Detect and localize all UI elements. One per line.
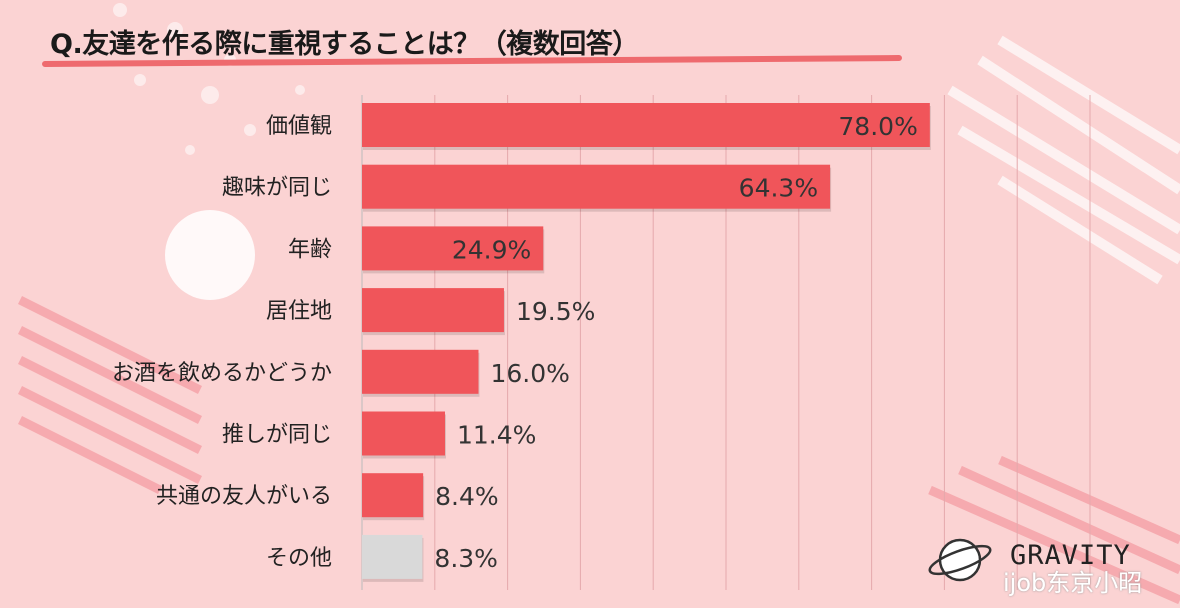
category-label: お酒を飲めるかどうか: [112, 361, 332, 386]
planet-icon: [928, 538, 992, 582]
value-label: 11.4%: [457, 421, 536, 450]
bar: [362, 288, 504, 333]
bar: [362, 473, 424, 518]
value-label: 19.5%: [516, 297, 595, 326]
bar: [362, 103, 930, 147]
value-label: 8.3%: [434, 544, 498, 573]
category-label: その他: [266, 546, 332, 571]
bar: [362, 349, 479, 394]
category-label: 推しが同じ: [222, 423, 332, 448]
bar: [362, 164, 831, 209]
category-label: 価値観: [266, 114, 332, 139]
value-label: 64.3%: [739, 174, 818, 203]
category-label: 居住地: [266, 299, 332, 324]
watermark: ijob东京小昭: [1003, 569, 1143, 597]
brand-logo-text: GRAVITY: [1010, 540, 1131, 571]
category-label: 年齢: [288, 237, 332, 262]
value-label: 78.0%: [838, 112, 917, 141]
bar: [362, 534, 423, 579]
category-label: 趣味が同じ: [222, 176, 332, 201]
bar: [362, 226, 544, 271]
value-label: 16.0%: [490, 359, 569, 388]
bar: [362, 411, 445, 456]
chart-title: Q.友達を作る際に重視することは？（複数回答）: [50, 29, 639, 60]
category-label: 共通の友人がいる: [156, 484, 332, 509]
value-label: 8.4%: [435, 482, 499, 511]
value-label: 24.9%: [452, 235, 531, 264]
